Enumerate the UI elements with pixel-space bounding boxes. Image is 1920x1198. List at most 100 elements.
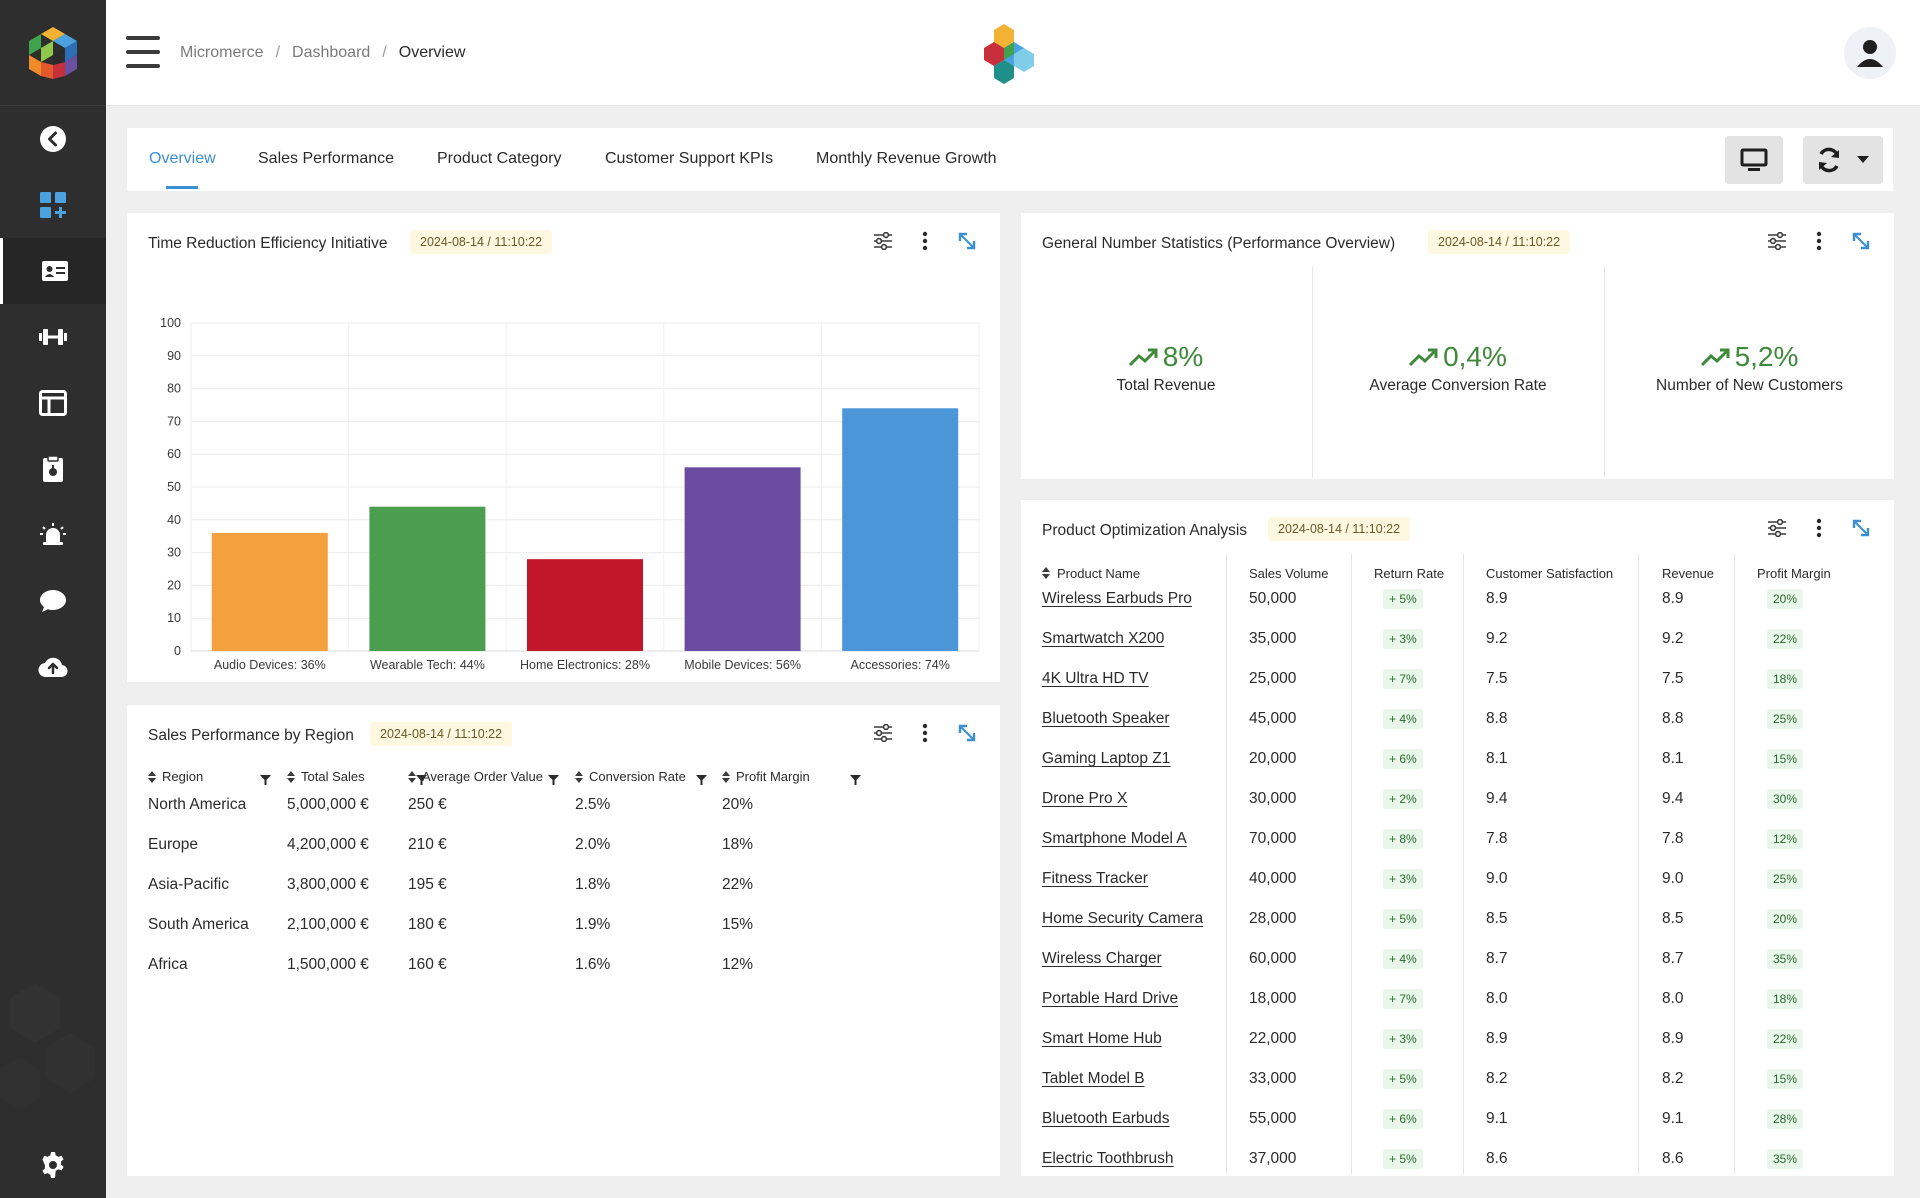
table-cell: 8.5 xyxy=(1662,910,1684,927)
filter-settings-button[interactable] xyxy=(872,229,894,253)
timestamp-badge: 2024-08-14 / 11:10:22 xyxy=(410,230,553,254)
app-logo[interactable] xyxy=(0,0,106,106)
id-card-icon xyxy=(41,261,68,281)
table-cell: 1.6% xyxy=(575,956,611,973)
sidebar-item-fitness[interactable] xyxy=(0,304,106,370)
tab-product-category[interactable]: Product Category xyxy=(437,150,562,167)
more-options-button[interactable] xyxy=(914,229,936,253)
caret-down-icon xyxy=(1857,156,1869,163)
tab-customer-support-kpis[interactable]: Customer Support KPIs xyxy=(605,150,774,167)
sort-icon xyxy=(287,770,295,783)
column-header[interactable]: Customer Satisfaction xyxy=(1486,566,1613,581)
sidebar-item-contacts[interactable] xyxy=(0,238,106,304)
trending-up-icon xyxy=(1700,348,1730,367)
column-header[interactable]: Average Order Value xyxy=(408,769,543,784)
tab-monthly-revenue-growth[interactable]: Monthly Revenue Growth xyxy=(816,150,997,167)
product-name-link[interactable]: Wireless Earbuds Pro xyxy=(1042,590,1192,607)
breadcrumb-dashboard[interactable]: Dashboard xyxy=(292,44,371,61)
product-name-link[interactable]: Bluetooth Earbuds xyxy=(1042,1110,1170,1127)
return-rate-badge: + 3% xyxy=(1383,869,1423,889)
bar[interactable] xyxy=(211,532,328,651)
product-name-link[interactable]: Smartphone Model A xyxy=(1042,830,1187,847)
sidebar-item-alerts[interactable] xyxy=(0,502,106,568)
sidebar-item-back[interactable] xyxy=(0,106,106,172)
product-name-link[interactable]: Electric Toothbrush xyxy=(1042,1150,1174,1167)
product-name-link[interactable]: Drone Pro X xyxy=(1042,790,1128,807)
column-filter-button[interactable] xyxy=(548,772,559,790)
expand-button[interactable] xyxy=(1850,229,1872,253)
time-reduction-card: Time Reduction Efficiency Initiative 202… xyxy=(127,213,1000,682)
table-cell: 22,000 xyxy=(1249,1030,1297,1047)
return-rate-badge: + 7% xyxy=(1383,989,1423,1009)
bar[interactable] xyxy=(842,408,959,651)
column-header[interactable]: Revenue xyxy=(1662,566,1714,581)
table-cell: 60,000 xyxy=(1249,950,1297,967)
sidebar-item-layout[interactable] xyxy=(0,370,106,436)
table-cell: 55,000 xyxy=(1249,1110,1297,1127)
y-tick-label: 50 xyxy=(167,480,181,494)
column-header-label: Region xyxy=(162,769,204,784)
column-header-label: Profit Margin xyxy=(1757,566,1831,581)
bar[interactable] xyxy=(527,559,643,651)
table-cell: 25,000 xyxy=(1249,670,1297,687)
column-filter-button[interactable] xyxy=(416,772,427,790)
cube-logo-icon xyxy=(29,26,77,79)
return-rate-badge: + 4% xyxy=(1383,709,1423,729)
kpi-label: Total Revenue xyxy=(1116,377,1216,394)
column-header[interactable]: Profit Margin xyxy=(1757,566,1831,581)
column-header[interactable]: Total Sales xyxy=(287,769,365,784)
column-header[interactable]: Return Rate xyxy=(1374,566,1444,581)
general-stats-card: General Number Statistics (Performance O… xyxy=(1021,213,1894,479)
column-header[interactable]: Conversion Rate xyxy=(575,769,686,784)
profit-margin-badge: 15% xyxy=(1767,749,1804,769)
more-options-button[interactable] xyxy=(1808,516,1830,540)
sort-icon xyxy=(575,770,583,783)
table-cell: 160 € xyxy=(408,956,447,973)
product-name-link[interactable]: Smartwatch X200 xyxy=(1042,630,1165,647)
column-header[interactable]: Profit Margin xyxy=(722,769,810,784)
column-header[interactable]: Sales Volume xyxy=(1249,566,1329,581)
table-cell: 8.1 xyxy=(1662,750,1684,767)
filter-settings-button[interactable] xyxy=(1766,516,1788,540)
expand-button[interactable] xyxy=(1850,516,1872,540)
column-header[interactable]: Product Name xyxy=(1042,566,1140,581)
sidebar-item-settings[interactable] xyxy=(0,1132,106,1198)
expand-button[interactable] xyxy=(956,721,978,745)
product-name-link[interactable]: Wireless Charger xyxy=(1042,950,1162,967)
table-cell: 8.1 xyxy=(1486,750,1508,767)
refresh-dropdown-button[interactable] xyxy=(1803,136,1883,184)
sidebar-item-upload[interactable] xyxy=(0,634,106,700)
product-name-link[interactable]: Gaming Laptop Z1 xyxy=(1042,750,1171,767)
column-filter-button[interactable] xyxy=(260,772,271,790)
product-name-link[interactable]: Portable Hard Drive xyxy=(1042,990,1179,1007)
return-rate-badge: + 2% xyxy=(1383,789,1423,809)
bar[interactable] xyxy=(684,467,801,651)
product-name-link[interactable]: Fitness Tracker xyxy=(1042,870,1148,887)
more-options-button[interactable] xyxy=(1808,229,1830,253)
sidebar-item-reports[interactable] xyxy=(0,436,106,502)
filter-settings-button[interactable] xyxy=(872,721,894,745)
sidebar-item-messages[interactable] xyxy=(0,568,106,634)
product-name-link[interactable]: 4K Ultra HD TV xyxy=(1042,670,1149,687)
product-name-link[interactable]: Home Security Camera xyxy=(1042,910,1204,927)
brand-cube-logo-icon xyxy=(984,24,1034,84)
column-filter-button[interactable] xyxy=(696,772,707,790)
product-name-link[interactable]: Smart Home Hub xyxy=(1042,1030,1162,1047)
user-avatar[interactable] xyxy=(1844,27,1896,79)
table-cell: 1.9% xyxy=(575,916,611,933)
more-options-button[interactable] xyxy=(914,721,936,745)
expand-button[interactable] xyxy=(956,229,978,253)
display-mode-button[interactable] xyxy=(1725,136,1783,184)
tab-overview[interactable]: Overview xyxy=(149,150,216,167)
table-cell: 4,200,000 € xyxy=(287,836,369,853)
bar[interactable] xyxy=(369,506,486,651)
product-name-link[interactable]: Tablet Model B xyxy=(1042,1070,1145,1087)
column-header[interactable]: Region xyxy=(148,769,203,784)
filter-settings-button[interactable] xyxy=(1766,229,1788,253)
sidebar-item-dashboard[interactable] xyxy=(0,172,106,238)
breadcrumb-micromerce[interactable]: Micromerce xyxy=(180,44,264,61)
column-filter-button[interactable] xyxy=(850,772,861,790)
tab-sales-performance[interactable]: Sales Performance xyxy=(258,150,395,167)
product-name-link[interactable]: Bluetooth Speaker xyxy=(1042,710,1170,727)
menu-toggle-button[interactable] xyxy=(126,36,160,68)
